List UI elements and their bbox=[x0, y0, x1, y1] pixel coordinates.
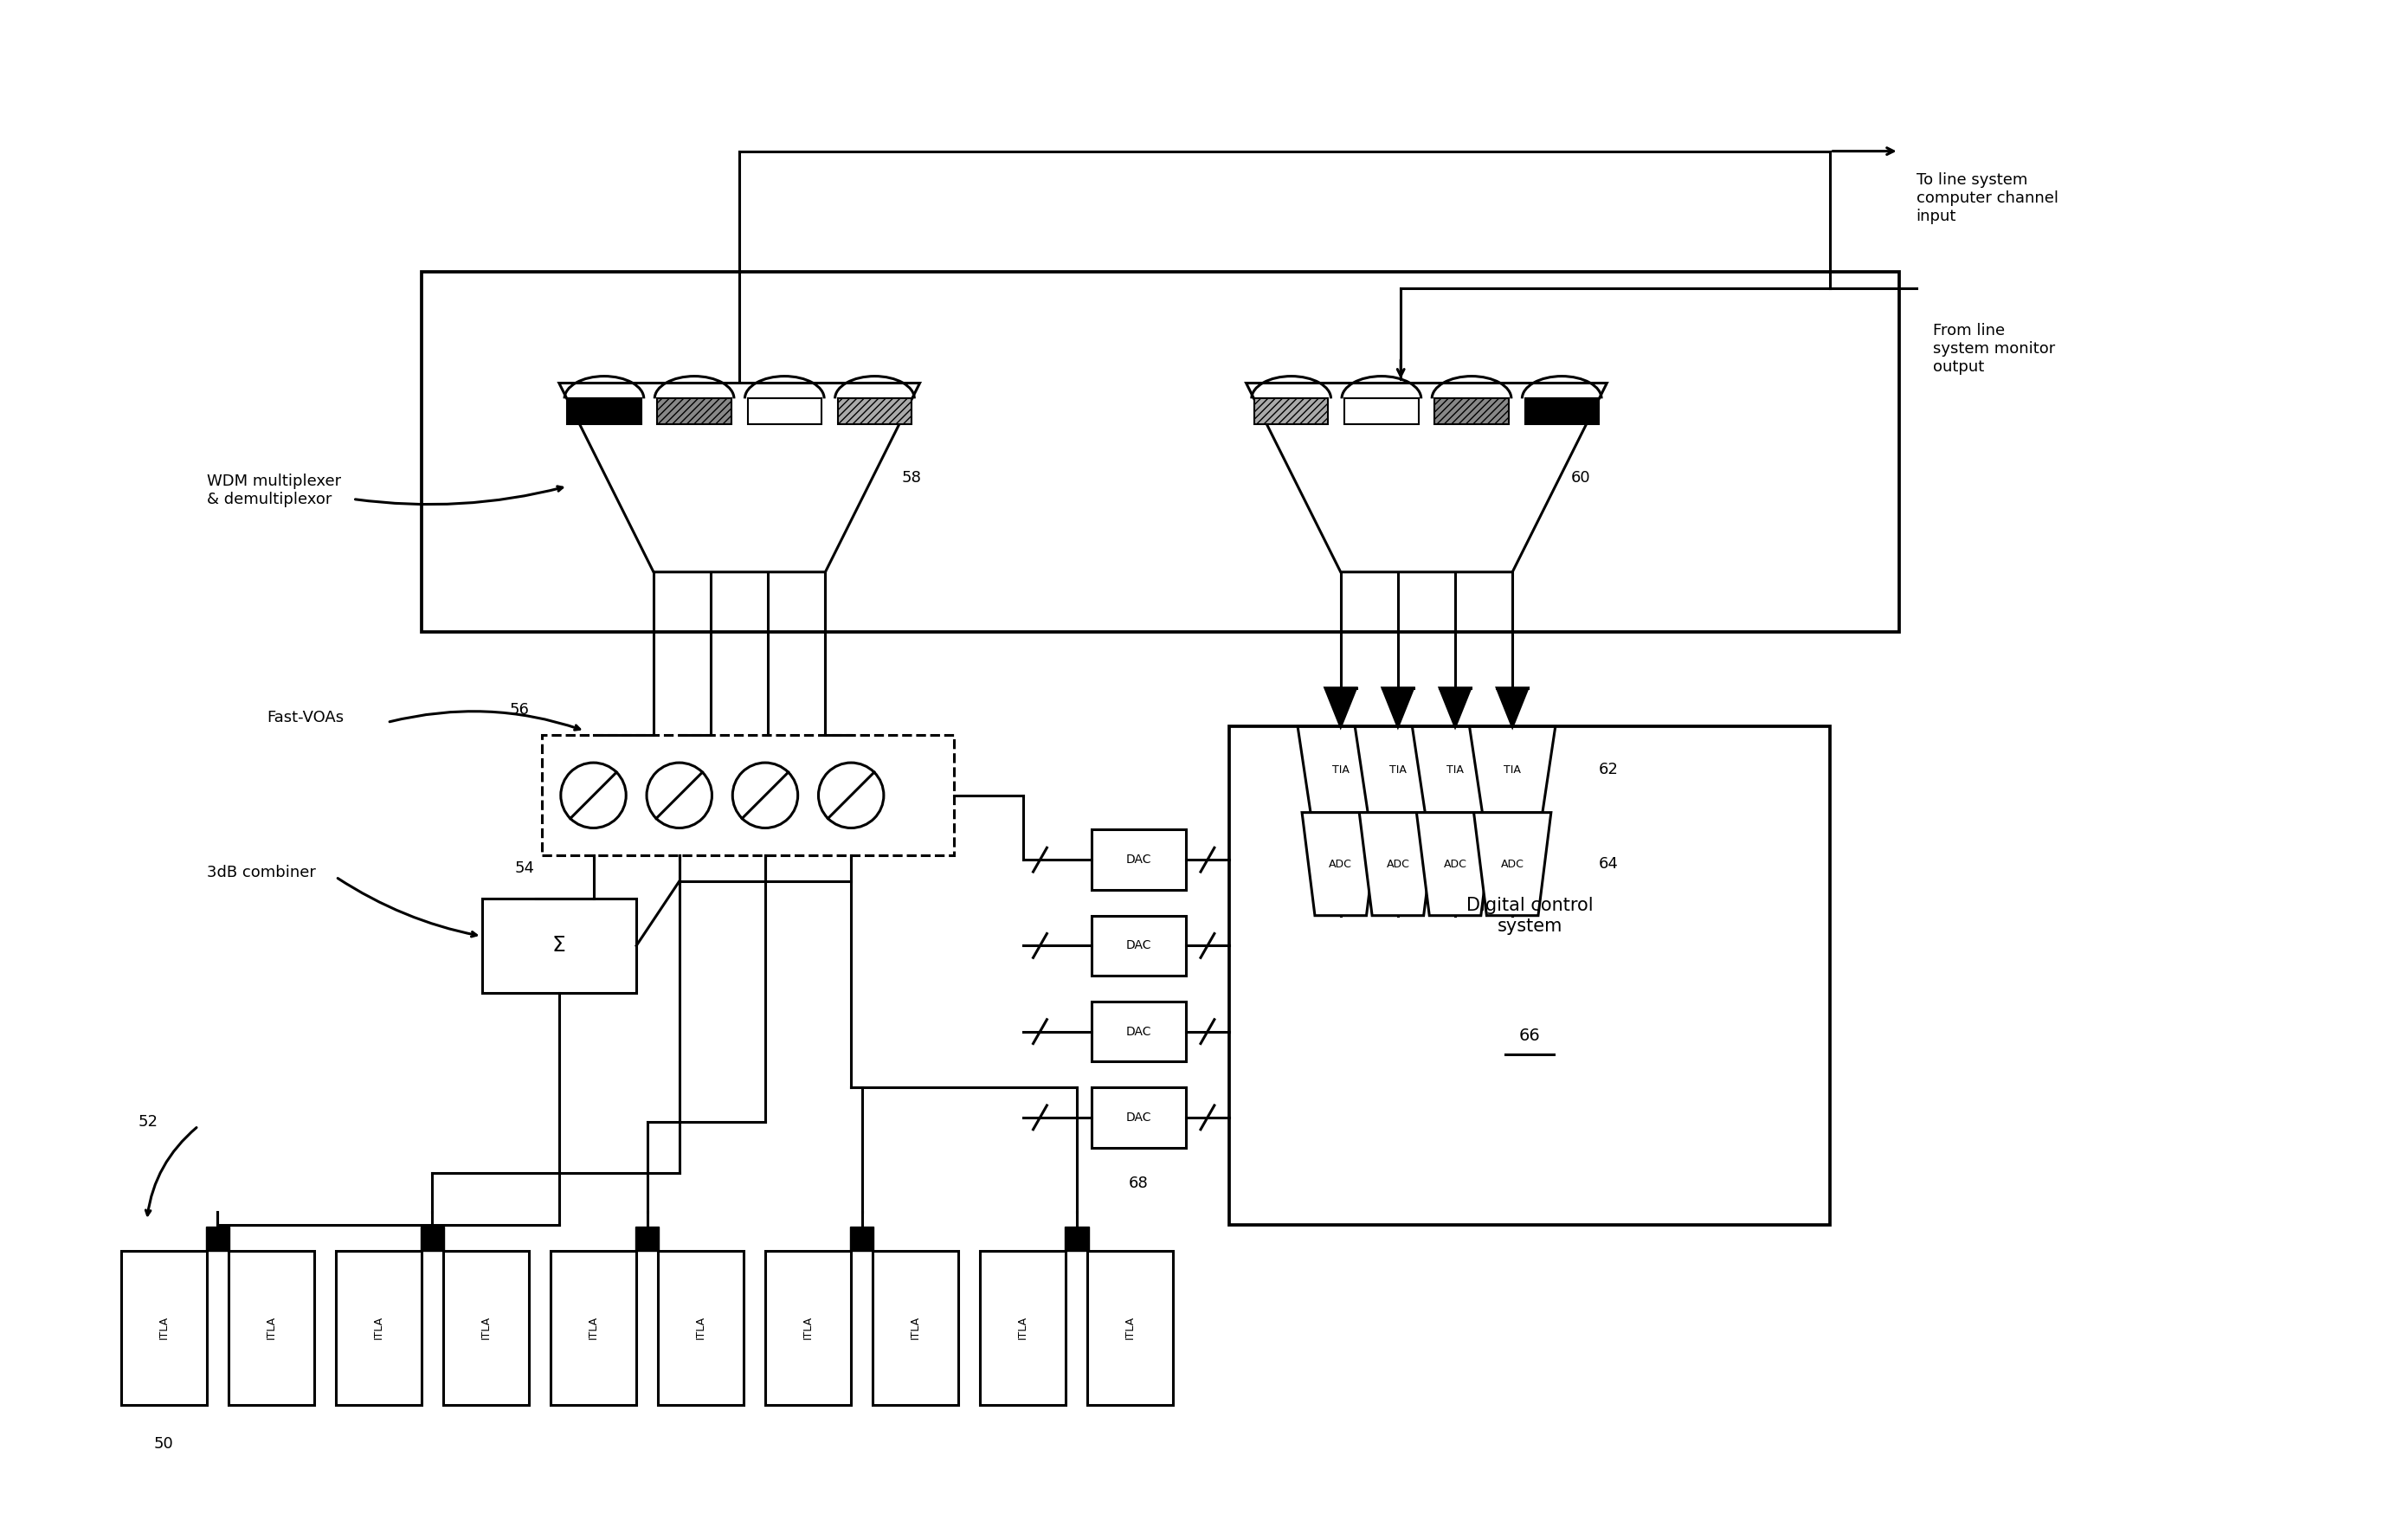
Polygon shape bbox=[1324, 688, 1355, 727]
Text: ADC: ADC bbox=[1444, 858, 1466, 870]
Text: 62: 62 bbox=[1598, 762, 1617, 778]
Polygon shape bbox=[1471, 727, 1555, 813]
Bar bbox=[421, 271, 1898, 631]
Bar bbox=[567, 399, 642, 425]
Text: To line system
computer channel
input: To line system computer channel input bbox=[1915, 172, 2057, 225]
Bar bbox=[1091, 1001, 1187, 1061]
Bar bbox=[634, 1226, 658, 1250]
Text: ITLA: ITLA bbox=[159, 1317, 171, 1340]
Polygon shape bbox=[1473, 813, 1550, 916]
Bar bbox=[658, 399, 731, 425]
Polygon shape bbox=[1497, 688, 1528, 727]
Text: Digital control
system: Digital control system bbox=[1466, 898, 1593, 935]
Bar bbox=[421, 1226, 445, 1250]
Bar bbox=[1091, 1087, 1187, 1147]
Bar bbox=[543, 735, 954, 855]
Text: DAC: DAC bbox=[1127, 1026, 1151, 1038]
Text: ADC: ADC bbox=[1329, 858, 1353, 870]
Polygon shape bbox=[1413, 727, 1497, 813]
Text: WDM multiplexer
& demultiplexor: WDM multiplexer & demultiplexor bbox=[207, 474, 341, 507]
Text: ITLA: ITLA bbox=[1125, 1317, 1137, 1340]
Text: ITLA: ITLA bbox=[694, 1317, 706, 1340]
Text: Fast-VOAs: Fast-VOAs bbox=[267, 710, 344, 725]
Bar bbox=[1254, 399, 1329, 425]
Polygon shape bbox=[1247, 383, 1608, 571]
Text: 58: 58 bbox=[901, 470, 920, 485]
Text: 56: 56 bbox=[509, 702, 529, 718]
Text: From line
system monitor
output: From line system monitor output bbox=[1934, 323, 2055, 374]
Bar bbox=[1343, 399, 1418, 425]
Text: DAC: DAC bbox=[1127, 853, 1151, 865]
Bar bbox=[336, 1250, 421, 1404]
Bar bbox=[1435, 399, 1509, 425]
Text: Σ: Σ bbox=[553, 935, 567, 956]
Text: DAC: DAC bbox=[1127, 939, 1151, 952]
Text: ITLA: ITLA bbox=[589, 1317, 598, 1340]
Bar bbox=[764, 1250, 851, 1404]
Text: ITLA: ITLA bbox=[803, 1317, 815, 1340]
Bar bbox=[851, 1226, 875, 1250]
Bar bbox=[207, 1226, 231, 1250]
Text: 3dB combiner: 3dB combiner bbox=[207, 865, 315, 881]
Text: ITLA: ITLA bbox=[1016, 1317, 1028, 1340]
Text: TIA: TIA bbox=[1504, 764, 1521, 775]
Bar bbox=[442, 1250, 529, 1404]
Text: ITLA: ITLA bbox=[372, 1317, 384, 1340]
Bar bbox=[120, 1250, 207, 1404]
Text: ITLA: ITLA bbox=[911, 1317, 920, 1340]
Bar bbox=[1091, 830, 1187, 890]
Bar bbox=[980, 1250, 1067, 1404]
Text: ITLA: ITLA bbox=[481, 1317, 493, 1340]
Text: TIA: TIA bbox=[1331, 764, 1348, 775]
Bar bbox=[481, 898, 637, 993]
Text: ADC: ADC bbox=[1502, 858, 1524, 870]
Polygon shape bbox=[1382, 688, 1413, 727]
Text: DAC: DAC bbox=[1127, 1112, 1151, 1124]
Text: ADC: ADC bbox=[1387, 858, 1411, 870]
Text: TIA: TIA bbox=[1389, 764, 1406, 775]
Text: 52: 52 bbox=[139, 1113, 159, 1129]
Bar bbox=[872, 1250, 959, 1404]
Text: TIA: TIA bbox=[1447, 764, 1463, 775]
Polygon shape bbox=[1302, 813, 1379, 916]
Bar bbox=[1065, 1226, 1089, 1250]
Bar bbox=[839, 399, 911, 425]
Polygon shape bbox=[1355, 727, 1442, 813]
Bar bbox=[228, 1250, 315, 1404]
Bar bbox=[658, 1250, 743, 1404]
Polygon shape bbox=[1298, 727, 1384, 813]
Bar bbox=[1086, 1250, 1173, 1404]
Text: 66: 66 bbox=[1519, 1027, 1540, 1044]
Text: 64: 64 bbox=[1598, 856, 1617, 872]
Bar bbox=[747, 399, 822, 425]
Bar bbox=[1228, 727, 1831, 1224]
Polygon shape bbox=[560, 383, 920, 571]
Text: 54: 54 bbox=[514, 861, 533, 876]
Polygon shape bbox=[1360, 813, 1437, 916]
Polygon shape bbox=[1439, 688, 1471, 727]
Bar bbox=[550, 1250, 637, 1404]
Text: 68: 68 bbox=[1129, 1175, 1149, 1192]
Polygon shape bbox=[1415, 813, 1495, 916]
Text: 50: 50 bbox=[154, 1435, 173, 1452]
Bar bbox=[1091, 916, 1187, 976]
Bar bbox=[1526, 399, 1598, 425]
Text: 60: 60 bbox=[1572, 470, 1591, 485]
Text: ITLA: ITLA bbox=[267, 1317, 276, 1340]
